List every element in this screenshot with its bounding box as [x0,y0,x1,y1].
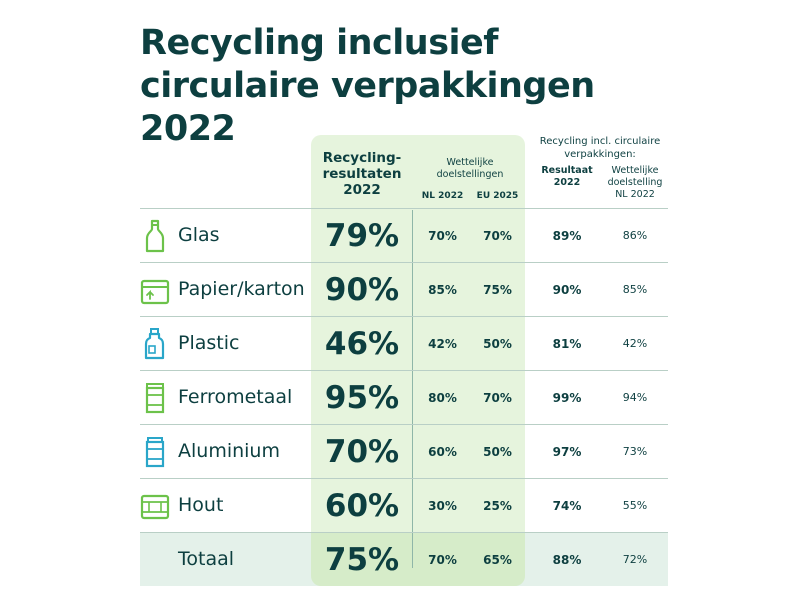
circular-result: 81% [552,337,582,351]
table-row-hout: Hout 60% 30% 25% 74% 55% [140,478,668,532]
table-row-glas: Glas 79% 70% 70% 89% 86% [140,208,668,262]
total-label: Totaal [178,548,235,570]
row-label: Hout [178,494,224,516]
page-title: Recycling inclusief circulaire verpakkin… [140,22,660,151]
plastic-bottle-icon [144,328,165,360]
target-nl-2022: 70% [428,229,457,243]
circular-result: 99% [552,391,582,405]
row-label: Aluminium [178,440,280,462]
circular-target: 42% [622,337,648,350]
circular-result: 97% [552,445,582,459]
target-eu-2025: 75% [483,283,512,297]
target-nl-2022: 60% [428,445,457,459]
table-row-papier-karton: Papier/karton 90% 85% 75% 90% 85% [140,262,668,316]
recycling-table: Glas 79% 70% 70% 89% 86% Papier/karton 9… [140,208,668,587]
circular-target: 86% [622,229,648,242]
aluminium-can-icon [145,437,165,468]
title-line-3: 2022 [140,109,236,149]
recycling-result: 70% [324,434,400,470]
pallet-icon [140,494,170,520]
table-row-totaal: Totaal 75% 70% 65% 88% 72% [140,532,668,587]
can-icon [145,383,165,414]
target-nl-2022: 42% [428,337,457,351]
target-eu-2025: 70% [483,229,512,243]
total-target-eu-2025: 65% [483,553,512,567]
row-label: Papier/karton [178,278,305,300]
target-eu-2025: 50% [483,337,512,351]
target-eu-2025: 70% [483,391,512,405]
circular-result: 74% [552,499,582,513]
circular-result: 90% [552,283,582,297]
header-result-2022: Resultaat 2022 [541,165,593,188]
title-line-2: circulaire verpakkingen [140,66,595,106]
recycling-result: 79% [324,218,400,254]
table-row-aluminium: Aluminium 70% 60% 50% 97% 73% [140,424,668,478]
target-nl-2022: 85% [428,283,457,297]
recycling-result: 60% [324,488,400,524]
header-recycling-results: Recycling-resultaten 2022 [322,150,402,198]
circular-target: 73% [622,445,648,458]
total-circular-result: 88% [552,553,582,567]
circular-target: 85% [622,283,648,296]
header-legal-target-nl: Wettelijke doelstelling NL 2022 [607,165,663,200]
total-circular-target: 72% [622,553,648,566]
circular-target: 55% [622,499,648,512]
row-label: Plastic [178,332,240,354]
row-label: Ferrometaal [178,386,293,408]
recycling-result: 95% [324,380,400,416]
header-circular-packaging: Recycling incl. circulaire verpakkingen: [539,136,661,160]
highlight-column-total [311,532,525,586]
target-eu-2025: 50% [483,445,512,459]
row-label: Glas [178,224,220,246]
title-line-1: Recycling inclusief [140,23,499,63]
target-eu-2025: 25% [483,499,512,513]
highlight-column [311,135,525,586]
table-row-plastic: Plastic 46% 42% 50% 81% 42% [140,316,668,370]
target-nl-2022: 80% [428,391,457,405]
total-target-nl-2022: 70% [428,553,457,567]
table-row-ferrometaal: Ferrometaal 95% 80% 70% 99% 94% [140,370,668,424]
bottle-icon [145,219,165,253]
recycling-result: 90% [324,272,400,308]
target-nl-2022: 30% [428,499,457,513]
column-divider [412,210,413,568]
header-eu-2025: EU 2025 [476,191,519,201]
total-recycling-result: 75% [324,542,400,578]
circular-result: 89% [552,229,582,243]
box-icon [140,279,170,305]
recycling-result: 46% [324,326,400,362]
circular-target: 94% [622,391,648,404]
header-nl-2022: NL 2022 [421,191,464,201]
header-legal-targets: Wettelijke doelstellingen [436,157,504,180]
